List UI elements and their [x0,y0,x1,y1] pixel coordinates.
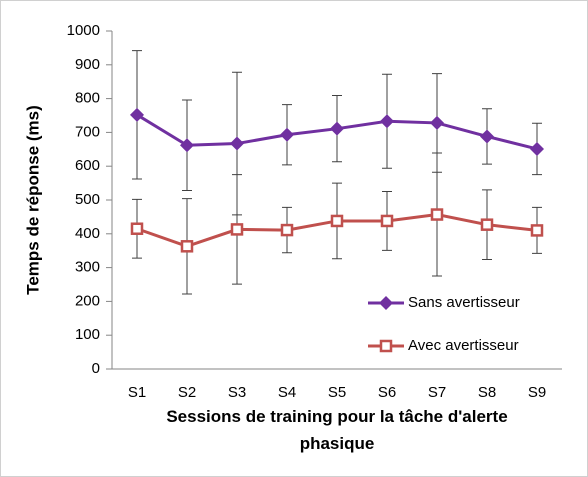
y-tick-label: 600 [75,157,100,174]
marker [280,223,294,237]
marker [530,224,544,237]
x-tick-label: S4 [278,384,296,401]
legend-label: Sans avertisseur [408,294,520,311]
x-tick-label: S5 [328,384,346,401]
y-tick-label: 800 [75,90,100,107]
y-tick-label: 1000 [67,22,100,39]
legend-label: Avec avertisseur [408,337,519,354]
legend-marker [379,339,393,353]
y-tick-label: 400 [75,225,100,242]
x-tick-label: S8 [478,384,496,401]
y-axis-title: Temps de réponse (ms) [23,105,42,295]
marker [130,107,144,122]
marker [280,127,294,142]
marker [180,240,194,253]
marker [230,223,244,236]
x-tick-label: S2 [178,384,196,401]
marker [480,129,494,144]
x-tick-label: S9 [528,384,546,401]
marker [130,222,144,235]
marker [230,136,244,151]
marker [330,214,344,228]
marker [330,121,344,136]
y-tick-label: 700 [75,123,100,140]
legend-marker [379,296,393,310]
x-tick-label: S3 [228,384,246,401]
marker [430,115,444,130]
y-tick-label: 500 [75,191,100,208]
x-axis-title: Sessions de training pour la tâche d'ale… [166,407,507,453]
y-tick-label: 300 [75,259,100,276]
y-tick-label: 100 [75,326,100,343]
marker [380,214,394,228]
x-tick-label: S1 [128,384,146,401]
x-tick-label: S7 [428,384,446,401]
y-tick-label: 200 [75,292,100,309]
marker [180,138,194,153]
y-tick-label: 900 [75,56,100,73]
marker [380,114,394,129]
x-axis-title-line: phasique [300,434,375,453]
x-tick-label: S6 [378,384,396,401]
marker [530,141,544,156]
marker [430,208,444,221]
x-axis-title-line: Sessions de training pour la tâche d'ale… [166,407,507,426]
y-tick-label: 0 [92,360,100,377]
marker [480,218,494,231]
